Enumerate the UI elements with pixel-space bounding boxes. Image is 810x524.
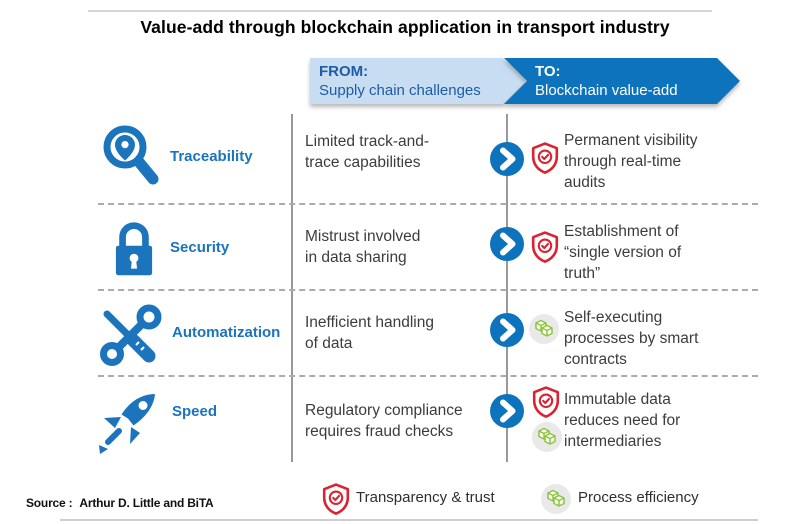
to-heading: TO:: [535, 63, 561, 80]
column-divider-left: [291, 114, 293, 462]
source-line: Source : Arthur D. Little and BiTA: [26, 496, 214, 510]
shield-check-icon: [322, 483, 350, 515]
cubes-icon: [529, 314, 559, 344]
source-label: Source :: [26, 496, 73, 510]
value-text: Establishment of “single version of trut…: [564, 223, 682, 282]
shield-check-icon: [531, 231, 559, 263]
to-banner: TO: Blockchain value-add: [504, 58, 740, 104]
value-text: Immutable data reduces need for intermed…: [564, 391, 681, 450]
source-text: Arthur D. Little and BiTA: [79, 496, 214, 510]
chevron-right-icon: [490, 394, 524, 428]
cubes-icon: [532, 422, 562, 452]
value-text: Self-executing processes by smart contra…: [564, 309, 699, 368]
row-label-traceability: Traceability: [170, 148, 253, 165]
row-divider: [98, 289, 758, 291]
challenge-text: Regulatory compliance requires fraud che…: [305, 402, 463, 440]
legend-process-efficiency: Process efficiency: [578, 489, 699, 506]
row-label-speed: Speed: [172, 403, 218, 420]
cubes-icon: [541, 484, 571, 514]
row-label-automatization: Automatization: [172, 324, 281, 341]
chevron-right-icon: [490, 313, 524, 347]
value-text: Permanent visibility through real-time a…: [564, 132, 698, 191]
row-divider: [98, 375, 758, 377]
challenge-text: Inefficient handling of data: [305, 314, 434, 352]
chevron-right-icon: [490, 142, 524, 176]
page-title: Value-add through blockchain application…: [140, 17, 670, 37]
bottom-border-line: [60, 519, 758, 521]
legend-transparency-trust: Transparency & trust: [356, 489, 495, 506]
rocket-icon: [95, 387, 165, 457]
row-label-security: Security: [170, 239, 230, 256]
shield-check-icon: [531, 142, 559, 174]
from-heading: FROM:: [319, 63, 369, 80]
padlock-icon: [107, 219, 161, 280]
row-divider: [98, 203, 758, 205]
column-divider-right: [506, 114, 508, 462]
tools-icon: [95, 301, 167, 373]
challenge-text: Limited track-and- trace capabilities: [305, 133, 430, 171]
magnifier-location-icon: [97, 121, 167, 191]
chevron-right-icon: [490, 227, 524, 261]
shield-check-icon: [532, 386, 560, 418]
from-subtext: Supply chain challenges: [319, 82, 481, 99]
top-border-line: [88, 10, 712, 12]
to-subtext: Blockchain value-add: [535, 82, 678, 99]
from-banner: FROM: Supply chain challenges: [310, 58, 526, 104]
challenge-text: Mistrust involved in data sharing: [305, 228, 421, 266]
